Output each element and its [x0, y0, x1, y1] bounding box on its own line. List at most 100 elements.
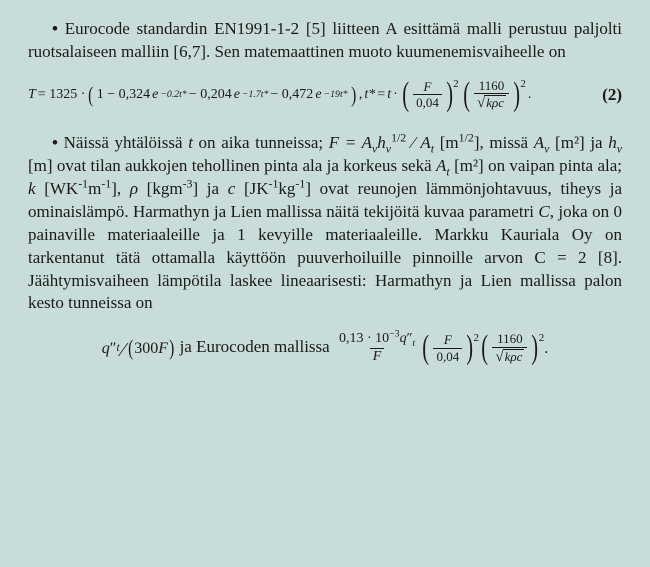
unit: [m [434, 133, 459, 152]
p1-text: Eurocode standardin EN1991-1-2 [5] liitt… [28, 19, 622, 61]
unit: [JK [235, 179, 268, 198]
paragraph-1: • Eurocode standardin EN1991-1-2 [5] lii… [28, 18, 622, 64]
eq-sign: = [377, 87, 385, 103]
fraction-F: F 0,04 [433, 333, 462, 363]
sqrt: √ kρc [495, 349, 524, 365]
unit: ], missä [474, 133, 534, 152]
eq-part: − 0,472 [270, 87, 313, 103]
unit: [m] ovat tilan aukkojen tehollinen pinta… [28, 156, 436, 175]
sup-m1: -1 [101, 176, 111, 190]
var-F: F [158, 338, 168, 360]
unit: [m²] ja [549, 133, 608, 152]
var-t: t [387, 87, 391, 103]
unit: kg [278, 179, 295, 198]
dot: . [544, 338, 548, 360]
var-e: e [152, 87, 158, 103]
sqrt-arg: kρc [503, 349, 525, 364]
frac-num: F [420, 80, 434, 95]
dot: · [393, 87, 398, 103]
lparen: ( [128, 337, 133, 359]
equation-3-line: q″t ⁄ ( 300F ) ja Eurocoden mallissa 0,1… [28, 331, 622, 365]
sqrt: √ kρc [477, 95, 506, 111]
fraction-1160: 1160 √ kρc [492, 332, 527, 365]
var-h: h [377, 133, 386, 152]
slash: ⁄ [406, 133, 420, 152]
var-T: T [28, 87, 36, 103]
power-2: 2 [453, 78, 459, 90]
var-At: A [436, 156, 446, 175]
frac-num: 1160 [476, 79, 508, 94]
slash: ⁄ [122, 337, 125, 364]
rparen-big: ) [532, 331, 539, 365]
p2-t1: Näissä yhtälöissä [58, 133, 188, 152]
lparen: ( [88, 84, 93, 106]
frac-num: F [441, 333, 455, 348]
frac-den: 0,04 [413, 94, 442, 110]
eq3-mid-text: ja Eurocoden mallissa [180, 337, 334, 356]
rparen-big: ) [446, 78, 453, 112]
unit: ] ja [192, 179, 227, 198]
comma: , [359, 87, 363, 103]
var-rho: ρ [130, 179, 138, 198]
rparen-big: ) [466, 331, 473, 365]
sup-m1: -1 [78, 176, 88, 190]
var-e: e [315, 87, 321, 103]
eq3-right: 0,13 · 10−3q″t F ( F 0,04 ) 2 ( 1160 [334, 331, 548, 365]
lparen-big: ( [402, 78, 409, 112]
eq3-left: q″t ⁄ ( 300F ) [102, 335, 176, 362]
num-013: 0,13 · 10 [339, 331, 389, 346]
unit: [m²] on vaipan pinta ala; [450, 156, 622, 175]
paren-group-1: ( F 0,04 ) 2 [420, 331, 479, 365]
var-q: q [102, 338, 110, 360]
fraction-F: F 0,04 [413, 80, 442, 110]
lparen-big: ( [481, 331, 488, 365]
sup-m1: -1 [269, 176, 279, 190]
var-hv: h [608, 133, 617, 152]
m: m [88, 179, 101, 198]
dblprime: ″ [110, 338, 117, 360]
frac-den: 0,04 [433, 348, 462, 364]
var-tstar: t* [364, 87, 375, 103]
paren-group-1: ( F 0,04 ) 2 [400, 78, 459, 112]
paren-group-2: ( 1160 √ kρc ) 2 [461, 78, 526, 112]
sup-m3: -3 [183, 176, 193, 190]
eq-part: − 0,204 [189, 87, 232, 103]
power-2: 2 [520, 78, 526, 90]
eq-part: 1 − 0,324 [97, 87, 150, 103]
frac-num: 0,13 · 10−3q″t [336, 332, 418, 348]
lparen-big: ( [463, 78, 470, 112]
frac-den: √ kρc [474, 93, 509, 111]
paren-group-2: ( 1160 √ kρc ) 2 [479, 331, 544, 365]
fraction-1160: 1160 √ kρc [474, 79, 509, 112]
unit: ], [111, 179, 130, 198]
rparen-big: ) [513, 78, 520, 112]
frac-den: √ kρc [492, 347, 527, 365]
unit: [kgm [138, 179, 183, 198]
var-Av: A [534, 133, 544, 152]
unit: [WK [36, 179, 79, 198]
num-300: 300 [134, 338, 158, 360]
sup-m1: -1 [295, 176, 305, 190]
equation-number-2: (2) [582, 85, 622, 105]
equation-2: T = 1325 · ( 1 − 0,324 e −0.2t* − 0,204 … [28, 78, 582, 112]
lparen-big: ( [422, 331, 429, 365]
sub-v: v [617, 141, 622, 155]
paragraph-2: • Näissä yhtälöissä t on aika tunneissa;… [28, 132, 622, 316]
var-A: A [420, 133, 430, 152]
final-dot: . [528, 87, 532, 103]
sup-half: 1/2 [459, 130, 474, 144]
sub-t: t [412, 338, 415, 349]
sup-half: 1/2 [391, 130, 406, 144]
var-q: q [400, 331, 407, 346]
var-C: C [538, 202, 549, 221]
F-def: F = A [329, 133, 372, 152]
rparen: ) [169, 337, 174, 359]
frac-num: 1160 [494, 332, 526, 347]
equation-2-row: T = 1325 · ( 1 − 0,324 e −0.2t* − 0,204 … [28, 78, 622, 112]
fraction-main: 0,13 · 10−3q″t F [336, 332, 418, 364]
rparen: ) [351, 84, 356, 106]
eq-text: = 1325 · [38, 87, 86, 103]
page-content: • Eurocode standardin EN1991-1-2 [5] lii… [0, 0, 650, 403]
frac-den: F [370, 348, 385, 365]
sqrt-arg: kρc [484, 95, 506, 110]
